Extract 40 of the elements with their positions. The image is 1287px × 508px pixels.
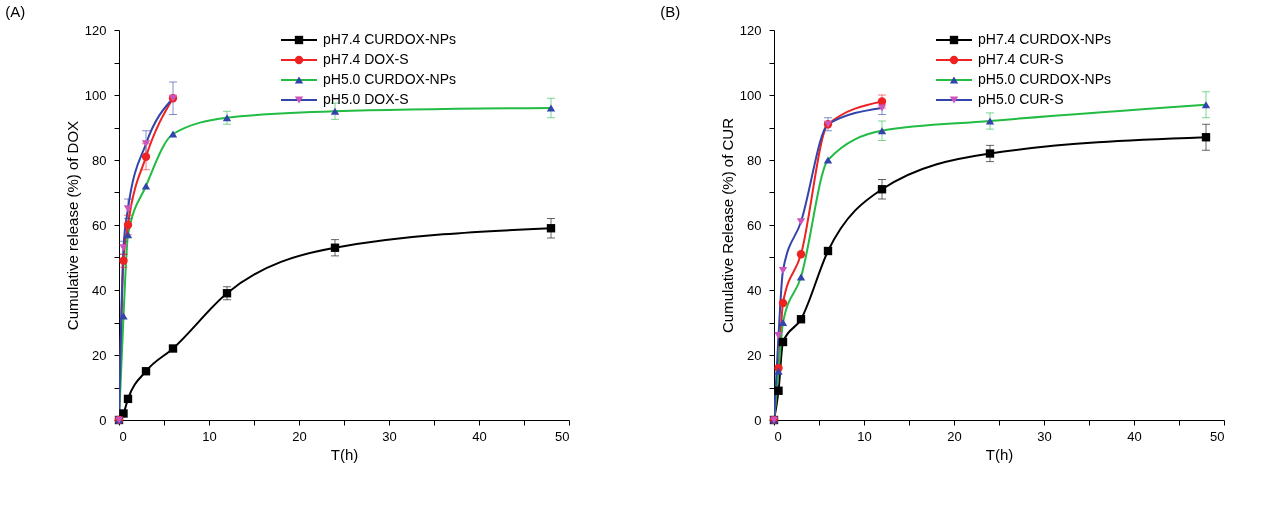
legend-label: pH7.4 CURDOX-NPs (978, 31, 1112, 47)
y-tick-label: 80 (92, 152, 107, 168)
y-tick-label: 20 (747, 347, 762, 363)
y-tick-label: 60 (747, 217, 762, 233)
x-tick-label: 30 (382, 428, 397, 444)
chart-title: (B) (660, 3, 681, 20)
y-tick-label: 100 (739, 87, 762, 103)
legend-label: pH5.0 CUR-S (978, 91, 1064, 107)
x-tick-label: 40 (1127, 428, 1142, 444)
x-tick-label: 20 (947, 428, 962, 444)
y-tick-label: 20 (92, 347, 107, 363)
y-tick-label: 40 (747, 282, 762, 298)
y-axis-title: Cumulative Release (%) of CUR (718, 117, 736, 334)
y-tick-label: 120 (739, 22, 762, 38)
chart-title: (A) (5, 3, 26, 20)
y-tick-label: 40 (92, 282, 107, 298)
legend-label: pH5.0 CURDOX-NPs (323, 71, 457, 87)
x-tick-label: 0 (119, 428, 127, 444)
x-tick-label: 50 (555, 428, 570, 444)
legend-label: pH5.0 CURDOX-NPs (978, 71, 1112, 87)
y-axis-title: Cumulative release (%) of DOX (63, 120, 81, 331)
legend-label: pH7.4 DOX-S (323, 51, 409, 67)
x-tick-label: 20 (292, 428, 307, 444)
y-tick-label: 0 (754, 412, 762, 428)
x-axis-title: T(h) (330, 445, 359, 463)
x-tick-label: 40 (472, 428, 487, 444)
legend-label: pH5.0 DOX-S (323, 91, 409, 107)
x-axis-title: T(h) (985, 445, 1014, 463)
y-tick-label: 120 (84, 22, 107, 38)
y-tick-label: 100 (84, 87, 107, 103)
x-tick-label: 10 (857, 428, 872, 444)
x-tick-label: 0 (774, 428, 782, 444)
y-tick-label: 80 (747, 152, 762, 168)
y-tick-label: 0 (99, 412, 107, 428)
legend-label: pH7.4 CURDOX-NPs (323, 31, 457, 47)
x-tick-label: 50 (1210, 428, 1225, 444)
y-tick-label: 60 (92, 217, 107, 233)
x-tick-label: 30 (1037, 428, 1052, 444)
x-tick-label: 10 (202, 428, 217, 444)
legend-label: pH7.4 CUR-S (978, 51, 1064, 67)
